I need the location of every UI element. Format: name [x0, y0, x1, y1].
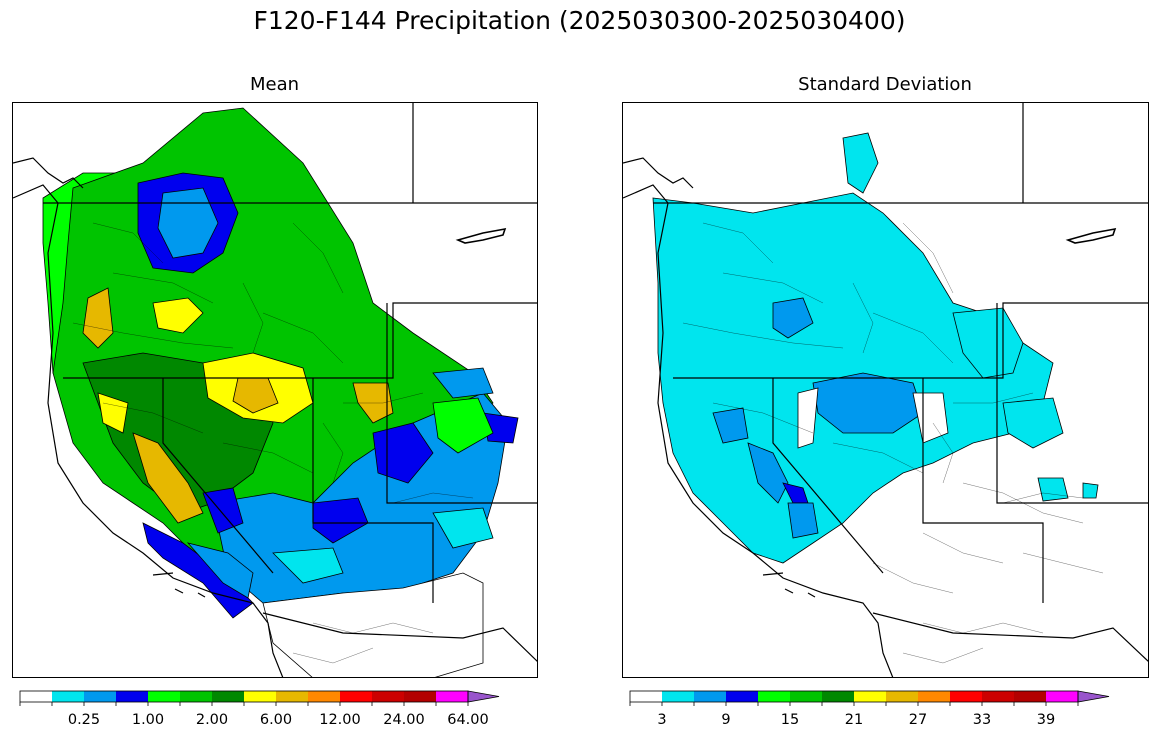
colorbar-segment: [886, 691, 918, 702]
colorbar-tick-label: 6.00: [260, 712, 292, 728]
colorbar-segment: [790, 691, 822, 702]
colorbar-segment: [854, 691, 886, 702]
puget-coast-detail: [13, 157, 84, 189]
basin-se-cyan-1: [432, 507, 494, 549]
colorbar-tick-label: 64.00: [447, 712, 489, 728]
colorbar-segment: [662, 691, 694, 702]
panel-title-mean: Mean: [249, 74, 300, 95]
border-us-mexico: [872, 612, 1148, 662]
basin-se-blue-3: [202, 487, 244, 534]
colorbar-segment: [694, 691, 726, 702]
colorbar-tick-label: 39: [1037, 712, 1055, 728]
sd-cyan-east-4: [1082, 482, 1099, 499]
colorbar-segment: [212, 691, 244, 702]
colorbar-tick-label: 3: [657, 712, 666, 728]
coastline: [13, 184, 284, 677]
sd-white-interior-2: [912, 392, 949, 444]
colorbar-tick-label: 15: [781, 712, 799, 728]
colorbar-extend-arrow: [1077, 690, 1110, 703]
colorbar-segment: [436, 691, 468, 702]
colorbar-segment: [918, 691, 950, 702]
state-line-4: [922, 378, 1044, 603]
sd-lightblue-5: [787, 502, 819, 539]
sd-cyan-east-2: [1002, 397, 1064, 449]
border-us-mexico: [262, 612, 537, 662]
basin-north-lightblue: [157, 187, 219, 259]
sd-lightblue-1: [772, 297, 814, 339]
state-line-2: [996, 303, 1148, 504]
mean-map: [12, 102, 538, 678]
colorbar-segment: [630, 691, 662, 702]
figure-title: F120-F144 Precipitation (2025030300-2025…: [253, 6, 906, 35]
panel-title-std: Standard Deviation: [798, 74, 972, 95]
basin-se-blue-1: [372, 422, 434, 484]
basin-se-green: [432, 397, 494, 454]
colorbar-segment: [20, 691, 52, 702]
colorbar-segment: [372, 691, 404, 702]
colorbar-tick-label: 33: [973, 712, 991, 728]
colorbar-tick-label: 2.00: [196, 712, 228, 728]
colorbar-segment: [726, 691, 758, 702]
colorbar-segment: [340, 691, 372, 702]
channel-islands: [152, 572, 206, 598]
mean-colorbar: 0.25 1.00 2.00 6.00 12.00 24.00 64.00: [19, 690, 530, 735]
colorbar-segment: [982, 691, 1014, 702]
colorbar-segment: [950, 691, 982, 702]
colorbar-segment: [822, 691, 854, 702]
colorbar-segment: [180, 691, 212, 702]
coastline: [623, 184, 894, 677]
basin-ne-lightblue: [432, 367, 494, 399]
colorbar-tick-label: 9: [721, 712, 730, 728]
basin-gold-3: [132, 432, 204, 524]
sd-cyan-east-3: [1037, 477, 1069, 502]
state-line-3: [772, 378, 884, 574]
colorbar-segment: [52, 691, 84, 702]
colorbar-segment: [116, 691, 148, 702]
basin-south-white: [262, 572, 484, 677]
basin-yellow-3: [97, 392, 129, 434]
state-line-2: [386, 303, 537, 504]
colorbar-segment: [404, 691, 436, 702]
state-line-1: [673, 302, 1148, 379]
colorbar-segment: [148, 691, 180, 702]
colorbar-segment: [758, 691, 790, 702]
colorbar-extend-arrow: [467, 690, 500, 703]
colorbar-segment: [244, 691, 276, 702]
sd-lightblue-4: [747, 442, 789, 504]
state-line-4: [312, 378, 434, 603]
std-colorbar: 3 9 15 21 27 33 39: [629, 690, 1140, 735]
basin-gold-2: [82, 287, 114, 349]
lake-superior: [455, 227, 507, 244]
colorbar-segment: [276, 691, 308, 702]
std-dev-map: [622, 102, 1149, 678]
channel-islands: [762, 572, 816, 598]
colorbar-segment: [84, 691, 116, 702]
state-line-1: [63, 302, 537, 379]
basin-yellow-2: [152, 297, 204, 334]
state-line-3: [162, 378, 274, 574]
colorbar-tick-label: 1.00: [132, 712, 164, 728]
basin-se-blue-2: [312, 497, 369, 544]
colorbar-segment: [1046, 691, 1078, 702]
colorbar-tick-label: 27: [909, 712, 927, 728]
colorbar-tick-label: 0.25: [68, 712, 100, 728]
sd-lightblue-3: [712, 407, 749, 444]
sd-lightblue-2: [812, 372, 924, 434]
puget-coast-detail: [623, 157, 694, 189]
sd-cyan-north: [842, 132, 879, 194]
colorbar-tick-label: 24.00: [383, 712, 425, 728]
basin-cyan-south: [272, 547, 344, 584]
colorbar-segment: [308, 691, 340, 702]
colorbar-tick-label: 21: [845, 712, 863, 728]
colorbar-segment: [1014, 691, 1046, 702]
colorbar-tick-label: 12.00: [319, 712, 361, 728]
lake-superior: [1065, 227, 1117, 244]
basin-socal-lightblue: [186, 542, 254, 599]
